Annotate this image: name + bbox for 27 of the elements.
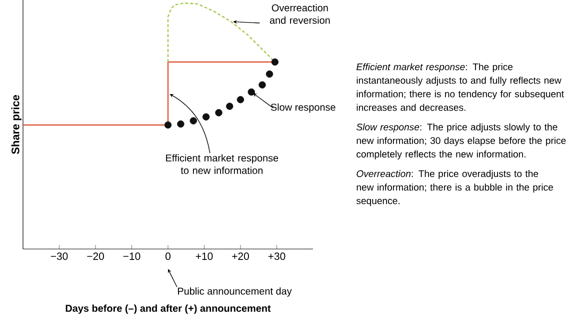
text: Slow response: The price adjusts slowly to the new information; 30 days elapse before the price completely reflects the new information. <box>356 123 566 160</box>
text: Efficient market response: The price instantaneously adjusts to and fully reflects new information; there is no tendency for subsequent increases and decreases. <box>356 63 564 111</box>
point <box>258 81 266 88</box>
x-tick-label: 0 <box>166 252 170 260</box>
annotation: Slow response <box>270 103 336 113</box>
point <box>177 120 184 128</box>
annotation: Overreaction and reversion <box>270 4 330 24</box>
x-tick-label: +10 <box>196 252 213 260</box>
x-tick-label: −10 <box>123 252 140 260</box>
annotation: Efficient market response to new information <box>166 154 278 174</box>
y-axis-title: Share price <box>11 95 22 154</box>
x-tick-label: −20 <box>87 252 104 260</box>
point <box>226 102 234 110</box>
x-tick-label: +20 <box>232 252 249 260</box>
point <box>215 109 222 116</box>
point <box>202 113 210 120</box>
x-tick-label: −30 <box>50 252 68 260</box>
x-axis-title: Days before (–) and after (+) announcement <box>66 304 271 314</box>
x-tick-label: +30 <box>268 252 286 260</box>
point <box>164 121 172 129</box>
text: Public announcement day <box>178 287 292 297</box>
point <box>248 88 255 96</box>
point <box>236 96 244 104</box>
point <box>266 70 274 78</box>
point <box>271 58 279 66</box>
text: Overreaction: The price overadjusts to the new information; there is a bubble in the price sequence. <box>356 170 553 206</box>
point <box>190 117 197 124</box>
